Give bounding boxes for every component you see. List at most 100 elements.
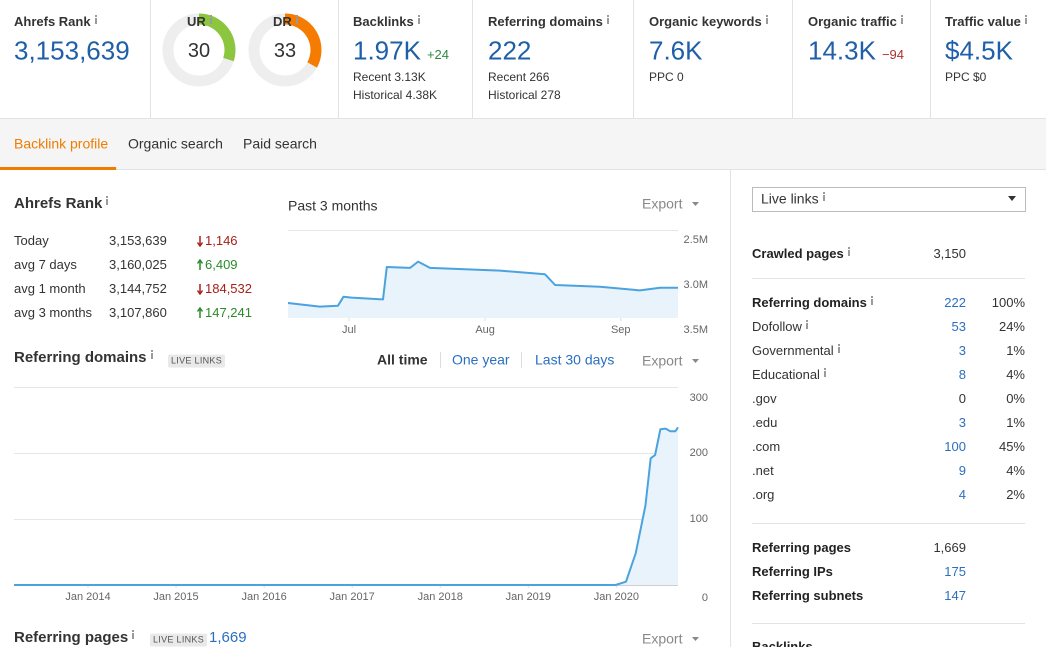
stat-label: Referring IPs [752,564,833,580]
info-icon [606,15,609,25]
stat-value[interactable]: 3 [958,343,966,359]
stat-share: 45% [998,439,1025,455]
y-tick-label: 200 [690,447,708,459]
panel-title: Referring pages [14,629,129,646]
info-icon [295,15,298,25]
info-icon [94,15,97,25]
metric-detail: PPC 0 [649,69,684,84]
y-tick-label: 300 [690,392,708,404]
x-tick-label: Sep [611,324,631,336]
stat-share: 1% [1006,415,1025,431]
info-icon [1024,15,1027,25]
stat-label: .com [752,439,781,455]
y-tick-label: 3.0M [684,279,708,291]
stat-value[interactable]: 100 [944,439,966,455]
line [14,426,679,586]
export-button[interactable]: Export [642,352,683,369]
tab[interactable]: Paid search [243,135,317,152]
export-caret [692,637,699,641]
rank-value: 3,107,860 [109,305,167,321]
panel-value: 1,669 [209,629,247,646]
y-tick-label: 100 [690,513,708,525]
info-icon [822,191,825,201]
chart-subtitle: Past 3 months [288,197,378,214]
badge: LIVE LINKS [150,633,208,647]
dropdown-caret [1008,196,1016,201]
metric-label: Organic traffic [808,14,897,30]
dropdown[interactable] [752,187,1026,212]
stat-label: Dofollow [752,319,802,335]
info-icon [765,15,768,25]
y-tick-label: 3.5M [684,324,708,336]
rank-change: 1,146 [205,233,238,249]
rank-label: Today [14,233,49,249]
tab[interactable]: Backlink profile [14,135,109,152]
info-icon [106,196,109,205]
range-filter[interactable]: All time [377,351,428,368]
stat-value: 1,669 [933,540,966,556]
stat-label: .gov [752,391,777,407]
rank-value: 3,153,639 [109,233,167,249]
metric-value: 7.6K [649,35,703,66]
metric-label: Traffic value [945,14,1021,30]
metric-value: $4.5K [945,35,1013,66]
x-tick-label: Jan 2019 [506,591,551,603]
stat-share: 24% [998,319,1025,335]
rank-value: 3,160,025 [109,257,167,273]
metric-detail: Historical 278 [488,87,561,102]
metric-label: Organic keywords [649,14,762,30]
gauge-arc [284,13,322,68]
stat-value[interactable]: 53 [951,319,966,335]
range-filter[interactable]: Last 30 days [535,351,615,368]
stat-value[interactable]: 3 [958,415,966,431]
x-tick-label: Jul [342,324,356,336]
stat-value[interactable]: 8 [958,367,966,383]
metric-label: UR [187,14,206,30]
y-tick-label: 0 [702,592,708,604]
stat-share: 100% [991,295,1025,311]
metric-value: 14.3K [808,35,876,66]
export-caret [692,359,699,363]
stat-label: .org [752,487,775,503]
panel-title: Ahrefs Rank [14,195,103,212]
tab[interactable]: Organic search [128,135,223,152]
rank-change: 147,241 [205,305,252,321]
rank-label: avg 3 months [14,305,93,321]
export-caret [692,202,699,206]
metric-detail: Recent 266 [488,69,550,84]
info-icon [132,630,135,639]
info-icon [870,296,873,306]
stat-value: 3,150 [933,246,966,262]
info-icon [150,350,153,359]
y-tick-label: 2.5M [684,234,708,246]
x-tick-label: Jan 2014 [65,591,110,603]
dropdown-label[interactable]: Live links [761,190,819,207]
stat-value: 0 [958,391,966,407]
stat-value[interactable]: 4 [958,487,966,503]
metric-detail: PPC $0 [945,69,987,84]
stat-value[interactable]: 175 [944,564,966,580]
stat-share: 0% [1006,391,1025,407]
metric-label: Backlinks [353,14,414,30]
stat-label: Governmental [752,343,834,359]
metric-change: +24 [426,47,450,63]
stat-value[interactable]: 9 [958,463,966,479]
x-tick-label: Jan 2020 [594,591,639,603]
stat-label: .edu [752,415,778,431]
export-button[interactable]: Export [642,195,683,212]
rank-change: 6,409 [205,257,238,273]
stat-value[interactable]: 147 [944,588,966,604]
x-tick-label: Jan 2015 [153,591,198,603]
panel-title: Referring domains [14,349,147,366]
metric-label: DR [273,14,292,30]
metric-label: Referring domains [488,14,603,30]
stat-value[interactable]: 222 [944,295,966,311]
metric-label: Ahrefs Rank [14,14,91,30]
export-button[interactable]: Export [642,630,683,647]
gauge-value: 33 [273,40,297,62]
range-filter[interactable]: One year [452,351,510,368]
stat-share: 4% [1006,367,1025,383]
rank-change: 184,532 [205,281,252,297]
